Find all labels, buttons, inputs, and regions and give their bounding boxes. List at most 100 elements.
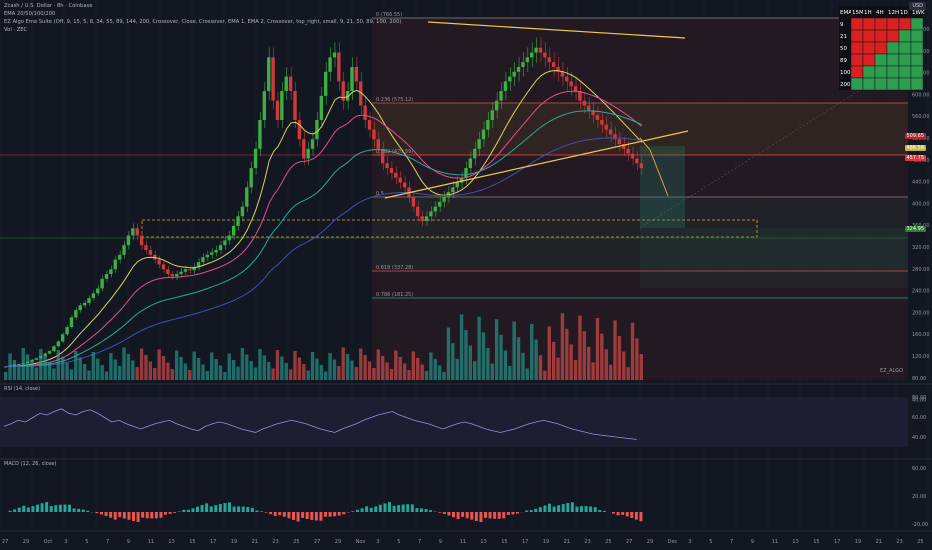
macd-histogram-bar	[452, 512, 455, 518]
volume-bar	[96, 358, 100, 380]
volume-bar	[223, 372, 227, 380]
volume-bar	[34, 367, 39, 380]
x-axis-label: 27	[314, 539, 320, 545]
volume-bar	[117, 366, 122, 380]
x-axis-label: 17	[522, 539, 528, 545]
candle-body	[626, 148, 630, 154]
candle-body	[271, 57, 275, 101]
candle-body	[60, 334, 65, 342]
macd-histogram-bar	[241, 506, 245, 512]
macd-histogram-bar	[374, 506, 378, 512]
x-axis-label: 21	[876, 539, 882, 545]
x-axis-label: 15	[501, 539, 507, 545]
macd-histogram-bar	[589, 506, 593, 512]
volume-bar	[148, 361, 153, 380]
macd-histogram-bar	[287, 512, 291, 519]
volume-bar	[39, 349, 43, 380]
volume-bar	[131, 360, 135, 380]
x-axis-label: 25	[917, 539, 923, 545]
x-axis-label: 23	[584, 539, 590, 545]
candle-body	[240, 206, 245, 217]
candle-body	[122, 245, 126, 255]
volume-bar	[56, 350, 60, 380]
macd-histogram-bar	[113, 512, 117, 520]
macd-histogram-bar	[86, 510, 90, 512]
matrix-cell	[862, 65, 876, 79]
candle-body	[139, 235, 144, 246]
macd-histogram-bar	[630, 512, 634, 518]
price-axis-label: 40.00	[912, 398, 926, 404]
macd-histogram-bar	[310, 512, 314, 520]
macd-histogram-bar	[529, 510, 533, 512]
matrix-cell	[898, 17, 912, 31]
target-zone	[640, 146, 685, 228]
matrix-row-head	[839, 30, 851, 42]
macd-histogram-bar	[296, 512, 300, 522]
volume-bar	[402, 363, 407, 380]
macd-histogram-bar	[269, 512, 273, 515]
macd-histogram-bar	[552, 506, 556, 512]
x-axis-label: 11	[772, 539, 778, 545]
candle-body	[600, 119, 604, 125]
candle-body	[582, 100, 587, 106]
price-axis-label: 160.00	[912, 332, 930, 338]
macd-histogram-bar	[250, 507, 254, 512]
volume-bar	[604, 349, 608, 380]
macd-histogram-bar	[164, 512, 167, 515]
macd-histogram-bar	[122, 512, 126, 519]
candle-body	[126, 235, 131, 246]
volume-bar	[337, 366, 341, 380]
candle-body	[288, 76, 293, 92]
candle-body	[481, 129, 486, 140]
macd-histogram-bar	[282, 512, 286, 517]
candle-body	[104, 274, 109, 279]
candle-body	[245, 187, 249, 207]
candle-body	[91, 293, 96, 299]
candle-body	[565, 76, 569, 82]
candle-body	[477, 139, 481, 149]
x-axis-label: 17	[210, 539, 216, 545]
price-axis-label: 560.00	[912, 114, 930, 120]
macd-histogram-bar	[525, 510, 529, 512]
macd-histogram-bar	[58, 504, 62, 512]
volume-bar	[582, 331, 587, 380]
volume-bar	[153, 368, 157, 380]
volume-bar	[144, 355, 148, 380]
volume-bar	[446, 327, 451, 380]
candle-body	[47, 351, 52, 354]
candle-body	[170, 274, 174, 277]
macd-label: MACD (12, 26, close)	[4, 461, 57, 467]
macd-histogram-bar	[45, 502, 49, 512]
matrix-header-text: 1WK	[912, 10, 925, 16]
macd-axis-label: -20.00	[912, 522, 928, 528]
candle-body	[341, 81, 345, 101]
macd-histogram-bar	[616, 512, 620, 516]
candle-body	[464, 168, 468, 178]
candle-body	[367, 119, 372, 130]
price-tag: 509.65	[904, 133, 926, 139]
candle-body	[267, 57, 271, 92]
candle-body	[499, 91, 503, 101]
currency-label[interactable]: USD	[909, 2, 926, 10]
macd-histogram-bar	[319, 512, 323, 521]
candle-body	[166, 269, 170, 275]
volume-bar	[569, 344, 573, 380]
x-axis-label: 19	[855, 539, 861, 545]
macd-histogram-bar	[369, 507, 373, 512]
matrix-cell	[886, 17, 900, 31]
volume-bar	[109, 353, 113, 380]
candle-body	[258, 119, 262, 149]
candle-body	[82, 302, 87, 306]
macd-histogram-bar	[639, 512, 643, 522]
volume-bar	[547, 326, 551, 380]
matrix-header-text: EMA	[840, 10, 852, 16]
x-axis-label: 5	[709, 539, 712, 545]
macd-histogram-bar	[461, 512, 465, 517]
volume-bar	[170, 369, 174, 380]
candle-body	[4, 366, 8, 368]
rsi-label: RSI (14, close)	[4, 386, 41, 392]
volume-bar	[486, 348, 490, 380]
macd-histogram-bar	[474, 512, 478, 521]
volume-bar	[481, 332, 486, 380]
x-axis-label: 9	[127, 539, 130, 545]
